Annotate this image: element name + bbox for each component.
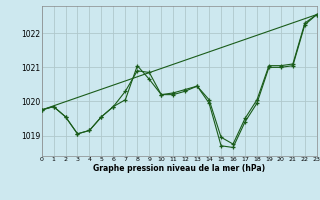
X-axis label: Graphe pression niveau de la mer (hPa): Graphe pression niveau de la mer (hPa): [93, 164, 265, 173]
